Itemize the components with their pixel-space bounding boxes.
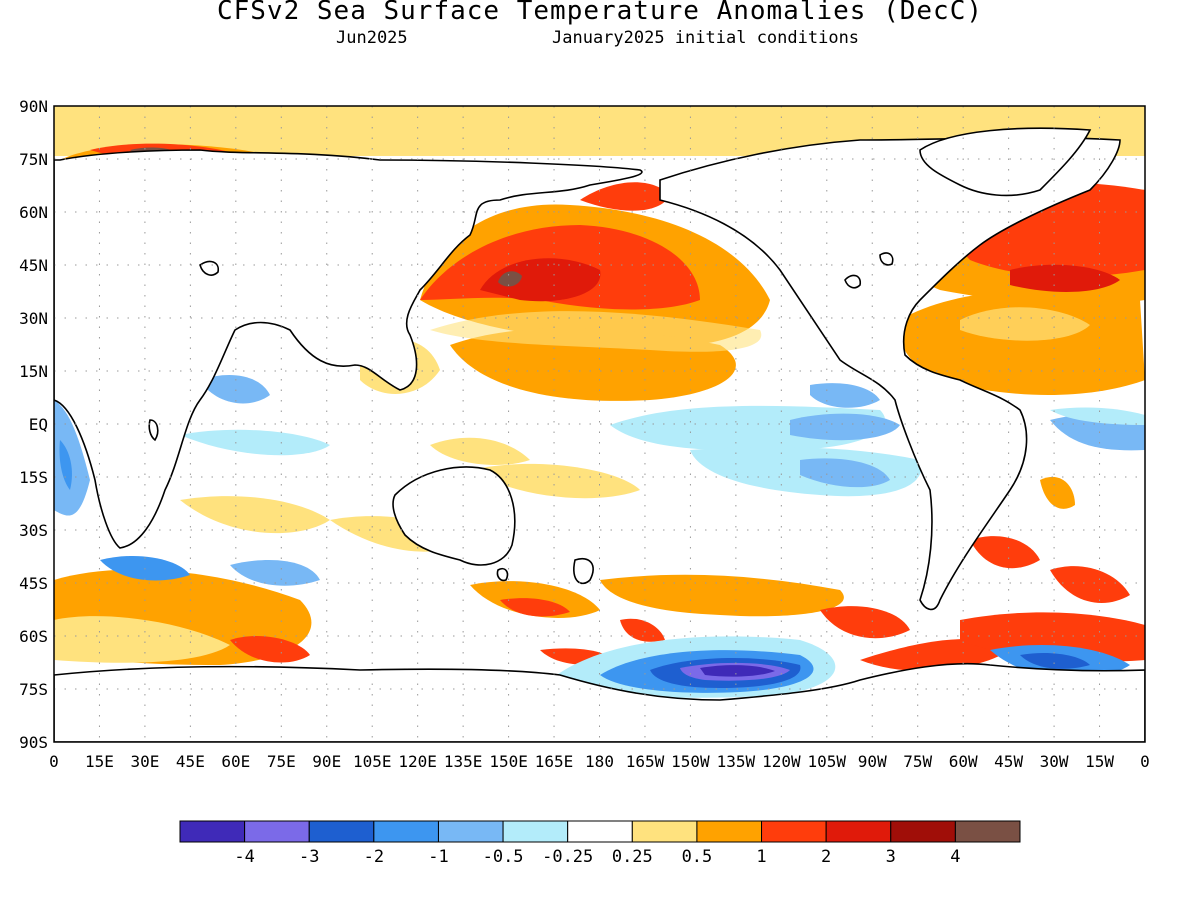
lon-tick-label: 105E [353, 752, 392, 771]
lon-tick-label: 165E [535, 752, 574, 771]
colorbar-swatch [567, 820, 633, 843]
lon-tick-label: 60E [221, 752, 250, 771]
colorbar-label: 1 [756, 847, 766, 867]
anomaly-field [54, 106, 1145, 742]
lon-tick-label: 75W [903, 752, 932, 771]
lon-tick-label: 60W [949, 752, 978, 771]
colorbar-label: 0.5 [682, 847, 713, 867]
lat-tick-label: 60N [19, 203, 48, 222]
lon-tick-label: 150E [489, 752, 528, 771]
colorbar-label: 4 [950, 847, 960, 867]
lat-tick-label: EQ [29, 415, 48, 434]
colorbar-swatch [761, 820, 827, 843]
colorbar-label: 0.25 [612, 847, 653, 867]
colorbar-label: -4 [234, 847, 254, 867]
lon-tick-label: 15E [85, 752, 114, 771]
lon-tick-label: 30E [130, 752, 159, 771]
lon-tick-label: 135W [717, 752, 756, 771]
forecast-month: Jun2025 [336, 28, 408, 48]
lat-tick-label: 75N [19, 150, 48, 169]
lon-tick-label: 45W [994, 752, 1023, 771]
lon-tick-label: 105W [808, 752, 847, 771]
lon-tick-label: 90E [312, 752, 341, 771]
antarctic-cold-anomaly [550, 636, 836, 698]
lat-tick-label: 90N [19, 97, 48, 116]
colorbar-label: -2 [364, 847, 384, 867]
equatorial-pacific-anomaly [430, 383, 922, 499]
graticule [54, 106, 1145, 742]
latitude-axis: 90N 75N 60N 45N 30N 15N EQ 15S 30S 45S 60S 75S 90S [19, 97, 48, 752]
lat-tick-label: 15N [19, 362, 48, 381]
colorbar-swatch [308, 820, 375, 843]
colorbar-label: 2 [821, 847, 831, 867]
lon-tick-label: 165W [626, 752, 665, 771]
lat-tick-label: 75S [19, 680, 48, 699]
colorbar-swatch [244, 820, 310, 843]
lon-tick-label: 180 [585, 752, 614, 771]
north-pacific-anomaly [360, 182, 770, 401]
colorbar-label: 3 [886, 847, 896, 867]
lon-tick-label: 45E [176, 752, 205, 771]
colorbar-label: -0.25 [542, 847, 593, 867]
lon-tick-label: 120W [762, 752, 801, 771]
lat-tick-label: 15S [19, 468, 48, 487]
colorbar-swatch [437, 820, 504, 843]
lat-tick-label: 45N [19, 256, 48, 275]
colorbar-label: -3 [299, 847, 319, 867]
lon-tick-label: 135E [444, 752, 483, 771]
colorbar-swatch [890, 820, 956, 843]
lat-tick-label: 30N [19, 309, 48, 328]
indian-ocean-anomaly [54, 375, 330, 534]
lat-tick-label: 60S [19, 627, 48, 646]
lon-tick-label: 75E [267, 752, 296, 771]
lon-tick-label: 0 [49, 752, 59, 771]
lon-tick-label: 150W [671, 752, 710, 771]
colorbar-swatch [373, 820, 439, 843]
lon-tick-label: 0 [1140, 752, 1150, 771]
map-title: CFSv2 Sea Surface Temperature Anomalies … [216, 0, 984, 26]
colorbar-swatch [179, 820, 246, 843]
colorbar-swatch [631, 820, 698, 843]
color-scale-legend: -4 -3 -2 -1 -0.5 -0.25 0.25 0.5 1 2 3 4 [179, 820, 1021, 867]
lon-tick-label: 30W [1040, 752, 1069, 771]
colorbar-swatch [954, 820, 1021, 843]
lat-tick-label: 90S [19, 733, 48, 752]
colorbar-label: -0.5 [483, 847, 524, 867]
colorbar-swatch [502, 820, 569, 843]
lon-tick-label: 15W [1085, 752, 1114, 771]
initial-conditions: January2025 initial conditions [552, 28, 860, 48]
lon-tick-label: 120E [398, 752, 437, 771]
colorbar-swatch [825, 820, 892, 843]
plot-frame [53, 105, 1146, 743]
colorbar-swatch [696, 820, 763, 843]
lat-tick-label: 45S [19, 574, 48, 593]
lon-tick-label: 90W [858, 752, 887, 771]
southern-ocean-anomaly [54, 476, 1145, 679]
lat-tick-label: 30S [19, 521, 48, 540]
colorbar-label: -1 [428, 847, 448, 867]
longitude-axis: 0 15E 30E 45E 60E 75E 90E 105E 120E 135E 150E 165E 1… [49, 752, 1150, 771]
